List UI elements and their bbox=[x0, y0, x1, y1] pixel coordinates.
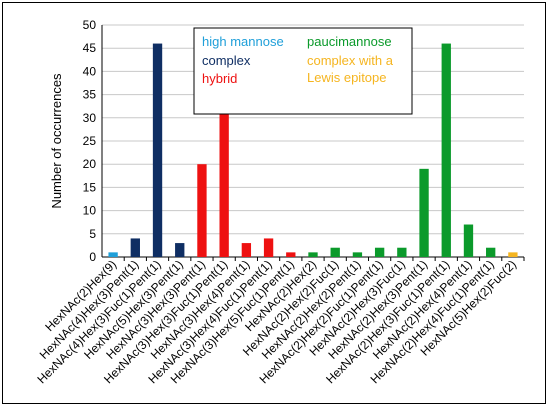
bar bbox=[330, 247, 340, 257]
bar bbox=[286, 252, 296, 257]
bar bbox=[374, 247, 385, 257]
bar bbox=[441, 43, 451, 258]
y-tick-label: 20 bbox=[83, 157, 97, 171]
bar bbox=[263, 238, 274, 257]
bar bbox=[130, 238, 140, 257]
y-tick-label: 35 bbox=[83, 88, 97, 102]
bar bbox=[108, 252, 118, 257]
y-tick-label: 50 bbox=[83, 18, 97, 32]
bar bbox=[197, 164, 207, 257]
legend-label: complex with a bbox=[307, 53, 394, 68]
legend-label: hybrid bbox=[202, 71, 237, 86]
bar bbox=[508, 252, 518, 257]
bar bbox=[175, 243, 185, 257]
y-tick-label: 40 bbox=[83, 64, 97, 78]
bar bbox=[419, 168, 429, 257]
bar bbox=[486, 247, 496, 257]
legend-label: high mannose bbox=[202, 34, 284, 49]
y-tick-label: 15 bbox=[83, 180, 97, 194]
legend-label: paucimannose bbox=[307, 34, 392, 49]
legend-label: complex bbox=[202, 53, 251, 68]
bar bbox=[152, 43, 163, 258]
y-tick-label: 5 bbox=[89, 227, 96, 241]
y-axis-title: Number of occurrences bbox=[49, 73, 64, 209]
y-tick-label: 10 bbox=[83, 204, 97, 218]
y-tick-label: 45 bbox=[83, 41, 97, 55]
bar bbox=[463, 224, 474, 257]
y-tick-label: 25 bbox=[83, 134, 97, 148]
y-tick-label: 0 bbox=[89, 250, 96, 264]
bar bbox=[352, 252, 363, 257]
bar bbox=[219, 113, 229, 257]
legend-box bbox=[193, 27, 413, 115]
bar bbox=[241, 243, 252, 257]
y-tick-label: 30 bbox=[83, 111, 97, 125]
bar bbox=[308, 252, 318, 257]
bar bbox=[397, 247, 407, 257]
legend-label: Lewis epitope bbox=[307, 70, 387, 85]
